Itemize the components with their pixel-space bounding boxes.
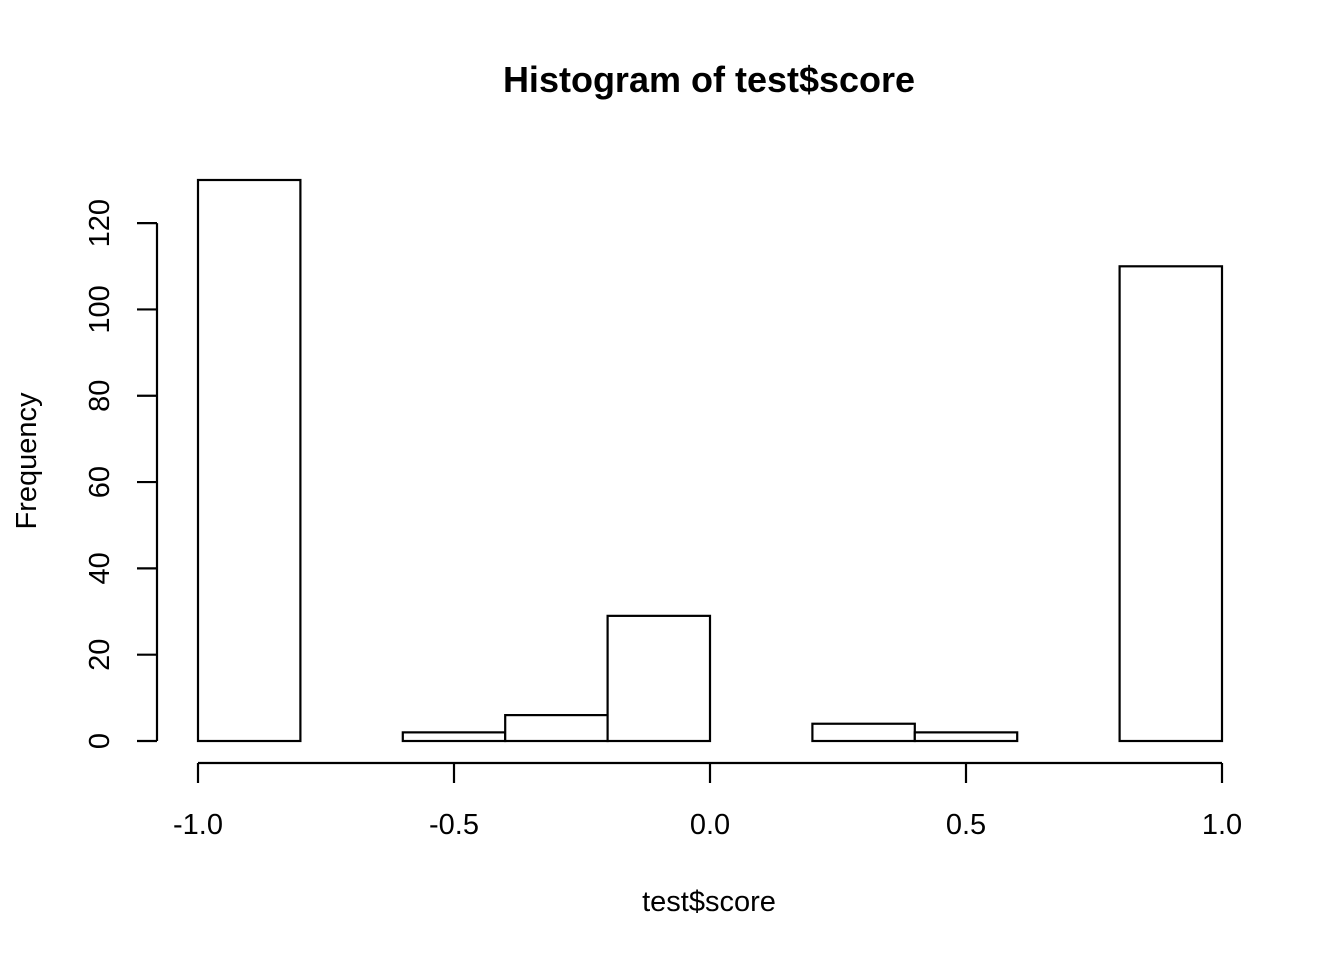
- x-axis-label: test$score: [642, 886, 776, 918]
- y-tick-label: 0: [84, 733, 116, 749]
- y-tick-label: 40: [84, 552, 116, 584]
- y-axis-label: Frequency: [11, 392, 43, 530]
- y-axis: 0 20 40 60 80 100 120: [84, 199, 159, 749]
- histogram-bar: [606, 614, 712, 743]
- chart-title: Histogram of test$score: [503, 59, 915, 100]
- histogram-bar: [196, 178, 302, 743]
- x-tick-label: 0.5: [946, 809, 986, 841]
- histogram-bar: [913, 731, 1019, 743]
- y-tick-label: 20: [84, 639, 116, 671]
- y-tick-label: 60: [84, 466, 116, 498]
- histogram-bar: [1118, 265, 1224, 743]
- histogram-bar: [504, 714, 609, 743]
- y-tick-label: 80: [84, 380, 116, 412]
- x-axis: -1.0 -0.5 0.0 0.5 1.0: [173, 761, 1242, 841]
- x-tick-label: -0.5: [429, 809, 479, 841]
- x-tick-label: -1.0: [173, 809, 223, 841]
- y-tick-label: 100: [84, 285, 116, 333]
- histogram-bar: [401, 731, 507, 743]
- x-tick-label: 1.0: [1202, 809, 1242, 841]
- histogram-bar: [811, 722, 916, 743]
- bars-layer: [196, 178, 1224, 743]
- x-tick-label: 0.0: [690, 809, 730, 841]
- y-tick-label: 120: [84, 199, 116, 247]
